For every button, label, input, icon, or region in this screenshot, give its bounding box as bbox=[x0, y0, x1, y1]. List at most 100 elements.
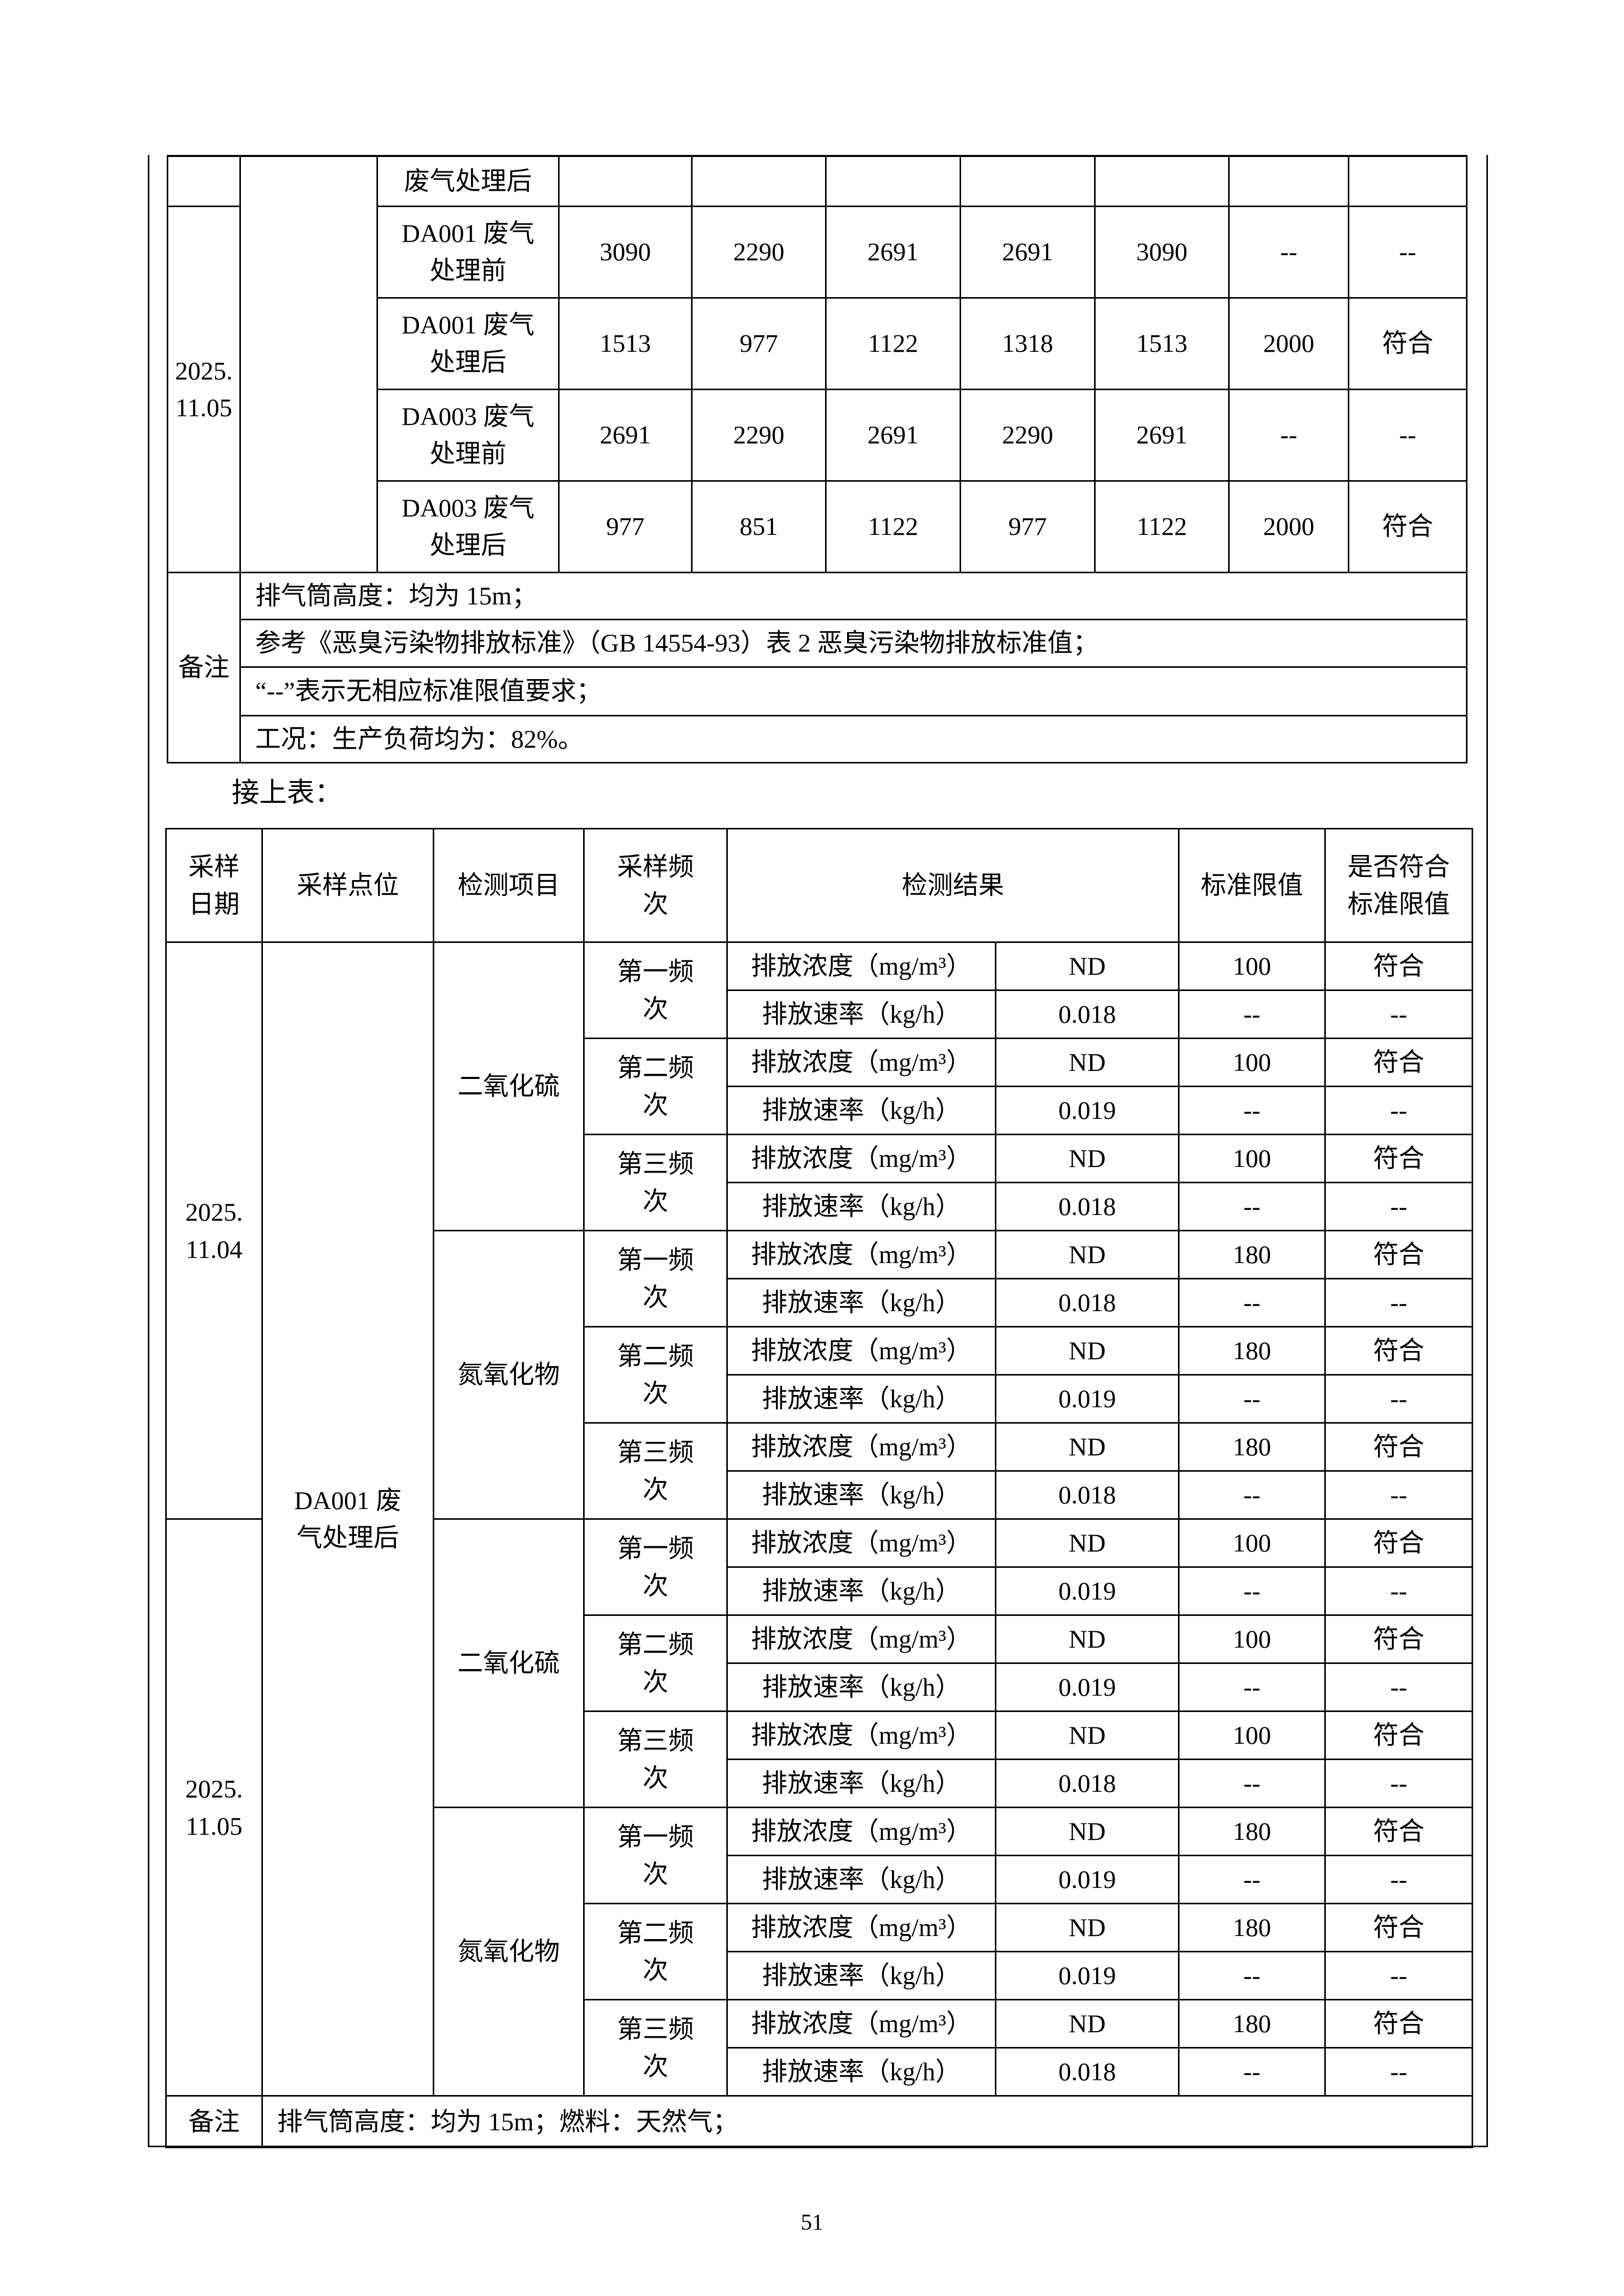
value-cell-text: 0.019 bbox=[1058, 1577, 1116, 1606]
metric-cell: 排放浓度（mg/m³） bbox=[726, 1903, 996, 1952]
frequency-cell: 第一频次 bbox=[583, 941, 728, 1039]
metric-cell-text: 排放速率（kg/h） bbox=[762, 1192, 961, 1221]
metric-cell-text: 排放浓度（mg/m³） bbox=[751, 1048, 972, 1077]
table-row: 排放速率（kg/h） 0.018 -- -- bbox=[166, 2047, 1473, 2097]
remark-label-text: 备注 bbox=[178, 652, 230, 682]
empty-cell bbox=[1094, 155, 1230, 207]
header-date-text: 采样日期 bbox=[188, 852, 240, 918]
value-cell: ND bbox=[995, 1614, 1180, 1664]
table-row: 排放速率（kg/h） 0.018 -- -- bbox=[166, 1278, 1473, 1327]
value-cell-text: 1513 bbox=[1136, 329, 1188, 358]
metric-cell-text: 排放速率（kg/h） bbox=[762, 1000, 961, 1029]
remark-text: 排气筒高度：均为 15m； bbox=[239, 571, 1467, 620]
value-cell: 977 bbox=[691, 297, 827, 390]
compliance-cell: 符合 bbox=[1324, 1422, 1473, 1472]
limit-cell-text: -- bbox=[1243, 1096, 1261, 1125]
value-cell: 3090 bbox=[1094, 205, 1230, 299]
compliance-cell: -- bbox=[1324, 1662, 1473, 1712]
value-cell-text: 0.018 bbox=[1058, 1288, 1116, 1317]
compliance-cell: -- bbox=[1324, 1759, 1473, 1808]
frequency-cell: 第三频次 bbox=[583, 1999, 728, 2097]
limit-cell-text: 180 bbox=[1233, 1817, 1271, 1846]
frequency-cell-text: 第二频次 bbox=[617, 1342, 694, 1408]
compliance-cell-text: 符合 bbox=[1373, 1625, 1425, 1654]
value-cell-text: 2290 bbox=[1002, 420, 1053, 449]
limit-cell-text: 180 bbox=[1233, 1913, 1271, 1942]
metric-cell: 排放速率（kg/h） bbox=[726, 1374, 996, 1424]
frequency-cell: 第三频次 bbox=[583, 1134, 728, 1231]
metric-cell-text: 排放浓度（mg/m³） bbox=[751, 952, 972, 981]
date-cell: 2025.11.04 bbox=[165, 941, 263, 1520]
value-cell: ND bbox=[995, 1422, 1180, 1472]
limit-cell: -- bbox=[1178, 1759, 1326, 1808]
empty-cell bbox=[960, 155, 1096, 207]
table-row: 排放速率（kg/h） 0.019 -- -- bbox=[166, 1951, 1473, 2000]
value-cell: 2691 bbox=[825, 388, 961, 482]
limit-cell: 100 bbox=[1178, 1518, 1326, 1568]
metric-cell: 排放速率（kg/h） bbox=[726, 989, 996, 1039]
remark-text: “--”表示无相应标准限值要求； bbox=[239, 666, 1467, 716]
value-cell: ND bbox=[995, 941, 1180, 991]
compliance-cell-text: 符合 bbox=[1373, 1048, 1425, 1077]
compliance-cell-text: 符合 bbox=[1382, 512, 1433, 541]
table-row: 排放速率（kg/h） 0.019 -- -- bbox=[166, 1086, 1473, 1135]
value-cell-text: 0.019 bbox=[1058, 1673, 1116, 1702]
remark-text-text: “--”表示无相应标准限值要求； bbox=[255, 677, 602, 706]
metric-cell: 排放速率（kg/h） bbox=[726, 1566, 996, 1616]
value-cell-text: 2691 bbox=[867, 420, 919, 449]
table-row: 废气处理后 bbox=[167, 155, 1467, 573]
compliance-cell-text: -- bbox=[1399, 420, 1416, 449]
date-cell-text: 2025.11.04 bbox=[185, 1198, 243, 1264]
frequency-cell-text: 第二频次 bbox=[617, 1053, 694, 1119]
compliance-cell-text: 符合 bbox=[1373, 1913, 1425, 1942]
limit-cell: 180 bbox=[1178, 1807, 1326, 1856]
limit-cell: -- bbox=[1178, 1374, 1326, 1424]
limit-cell-text: -- bbox=[1243, 1288, 1261, 1317]
limit-cell: -- bbox=[1178, 1662, 1326, 1712]
metric-cell-text: 排放浓度（mg/m³） bbox=[751, 1240, 972, 1269]
metric-cell-text: 排放浓度（mg/m³） bbox=[751, 2009, 972, 2038]
value-cell-text: 0.018 bbox=[1058, 2057, 1116, 2086]
frequency-cell: 第三频次 bbox=[583, 1422, 728, 1520]
metric-cell: 排放浓度（mg/m³） bbox=[726, 1422, 996, 1472]
location-cell-text: DA003 废气处理后 bbox=[402, 493, 535, 559]
value-cell: 1122 bbox=[825, 297, 961, 390]
value-cell: 2691 bbox=[960, 205, 1096, 299]
table-row: 排放速率（kg/h） 0.018 -- -- bbox=[166, 1182, 1473, 1231]
limit-cell-text: -- bbox=[1243, 1480, 1261, 1510]
value-cell-text: ND bbox=[1069, 1336, 1106, 1365]
header-item: 检测项目 bbox=[433, 828, 585, 943]
value-cell-text: 1513 bbox=[599, 329, 651, 358]
header-compliance-text: 是否符合标准限值 bbox=[1347, 852, 1450, 918]
limit-cell: 100 bbox=[1178, 1614, 1326, 1664]
value-cell-text: 0.019 bbox=[1058, 1865, 1116, 1894]
compliance-cell: -- bbox=[1324, 1086, 1473, 1135]
compliance-cell-text: -- bbox=[1390, 1384, 1408, 1413]
remark-label: 备注 bbox=[165, 2095, 263, 2148]
limit-cell: -- bbox=[1228, 388, 1349, 482]
value-cell: ND bbox=[995, 1807, 1180, 1856]
value-cell-text: 2691 bbox=[1002, 237, 1053, 266]
value-cell-text: 851 bbox=[740, 512, 778, 541]
value-cell-text: 2691 bbox=[1136, 420, 1188, 449]
limit-cell: -- bbox=[1178, 1086, 1326, 1135]
location-cell-text: 废气处理后 bbox=[404, 167, 532, 195]
frequency-cell-text: 第一频次 bbox=[617, 1534, 694, 1600]
value-cell-text: ND bbox=[1069, 1048, 1106, 1077]
value-cell: 0.019 bbox=[995, 1566, 1180, 1616]
metric-cell: 排放浓度（mg/m³） bbox=[726, 1999, 996, 2049]
table-row: 第二频次 排放浓度（mg/m³） ND 100 符合 bbox=[166, 1038, 1473, 1135]
limit-cell-text: 2000 bbox=[1263, 329, 1315, 358]
header-frequency-text: 采样频次 bbox=[617, 852, 694, 918]
compliance-cell: -- bbox=[1324, 1951, 1473, 2000]
header-location: 采样点位 bbox=[261, 828, 434, 943]
value-cell: 851 bbox=[691, 480, 827, 573]
frequency-cell-text: 第一频次 bbox=[617, 1246, 694, 1312]
frequency-cell-text: 第三频次 bbox=[617, 1726, 694, 1792]
metric-cell-text: 排放速率（kg/h） bbox=[762, 1865, 961, 1894]
header-frequency: 采样频次 bbox=[583, 828, 728, 943]
value-cell: 0.019 bbox=[995, 1662, 1180, 1712]
table-row: 参考《恶臭污染物排放标准》（GB 14554-93）表 2 恶臭污染物排放标准值… bbox=[168, 618, 1467, 668]
metric-cell-text: 排放浓度（mg/m³） bbox=[751, 1144, 972, 1173]
location-cell: DA003 废气处理后 bbox=[376, 480, 560, 573]
